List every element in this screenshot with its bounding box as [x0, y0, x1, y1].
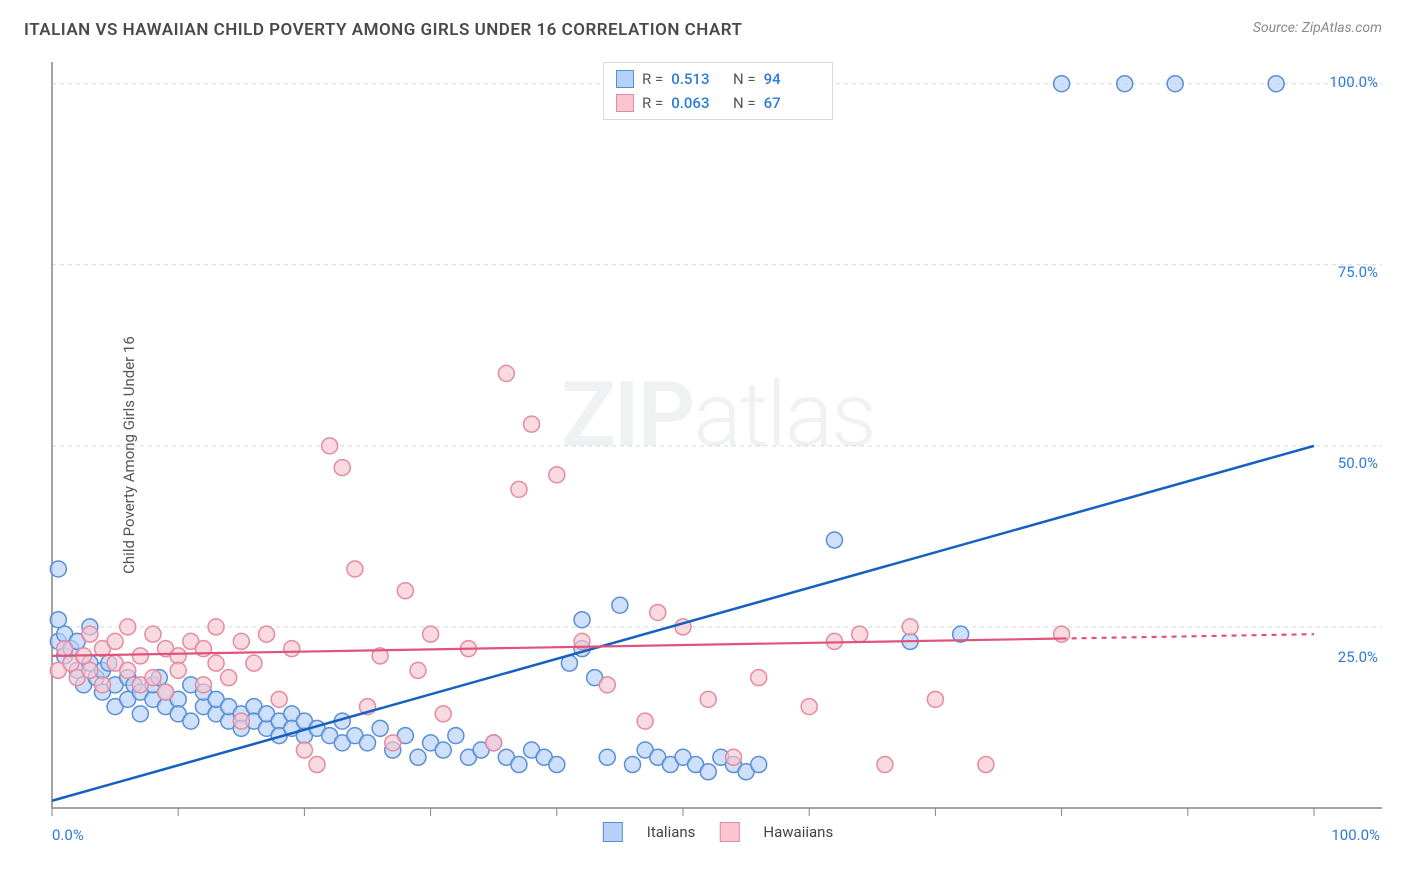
swatch-blue: [616, 70, 634, 88]
point-italians: [448, 728, 464, 744]
point-hawaiians: [725, 749, 741, 765]
point-hawaiians: [145, 670, 161, 686]
point-italians: [700, 764, 716, 780]
point-hawaiians: [927, 691, 943, 707]
point-hawaiians: [751, 670, 767, 686]
point-hawaiians: [309, 757, 325, 773]
point-hawaiians: [120, 662, 136, 678]
point-hawaiians: [524, 416, 540, 432]
point-hawaiians: [347, 561, 363, 577]
point-hawaiians: [877, 757, 893, 773]
point-hawaiians: [107, 633, 123, 649]
point-hawaiians: [158, 684, 174, 700]
point-hawaiians: [208, 655, 224, 671]
point-hawaiians: [246, 655, 262, 671]
chart-area: Child Poverty Among Girls Under 16 ZIPat…: [48, 58, 1388, 852]
stats-row-italians: R = 0.513 N = 94: [616, 67, 820, 91]
point-italians: [132, 706, 148, 722]
point-italians: [511, 757, 527, 773]
point-italians: [50, 561, 66, 577]
point-hawaiians: [498, 365, 514, 381]
point-italians: [372, 720, 388, 736]
point-hawaiians: [700, 691, 716, 707]
point-hawaiians: [423, 626, 439, 642]
point-italians: [612, 597, 628, 613]
point-hawaiians: [322, 438, 338, 454]
point-italians: [183, 713, 199, 729]
point-hawaiians: [296, 742, 312, 758]
point-hawaiians: [334, 460, 350, 476]
point-hawaiians: [978, 757, 994, 773]
point-italians: [410, 749, 426, 765]
chart-title: ITALIAN VS HAWAIIAN CHILD POVERTY AMONG …: [24, 20, 742, 40]
source-label: Source: ZipAtlas.com: [1253, 20, 1382, 36]
point-hawaiians: [82, 662, 98, 678]
point-hawaiians: [650, 604, 666, 620]
stats-row-hawaiians: R = 0.063 N = 67: [616, 91, 820, 115]
point-italians: [50, 612, 66, 628]
point-hawaiians: [170, 648, 186, 664]
series-legend: Italians Hawaiians: [603, 822, 833, 842]
point-hawaiians: [221, 670, 237, 686]
point-hawaiians: [852, 626, 868, 642]
ytick-75: 75.0%: [1338, 263, 1378, 281]
point-hawaiians: [132, 648, 148, 664]
point-italians: [1117, 76, 1133, 92]
point-hawaiians: [57, 641, 73, 657]
scatter-plot: [48, 58, 1388, 852]
point-hawaiians: [233, 713, 249, 729]
point-hawaiians: [511, 481, 527, 497]
point-hawaiians: [385, 735, 401, 751]
x-axis-min: 0.0%: [52, 826, 84, 844]
trend-hawaiians-dash: [1062, 634, 1314, 638]
point-hawaiians: [120, 619, 136, 635]
point-italians: [360, 735, 376, 751]
point-hawaiians: [208, 619, 224, 635]
point-hawaiians: [233, 633, 249, 649]
point-hawaiians: [435, 706, 451, 722]
point-hawaiians: [170, 662, 186, 678]
ytick-50: 50.0%: [1338, 454, 1378, 472]
point-italians: [826, 532, 842, 548]
point-hawaiians: [801, 699, 817, 715]
point-hawaiians: [284, 641, 300, 657]
ytick-25: 25.0%: [1338, 648, 1378, 666]
point-italians: [574, 612, 590, 628]
point-italians: [435, 742, 451, 758]
point-italians: [1167, 76, 1183, 92]
point-hawaiians: [94, 677, 110, 693]
point-italians: [1268, 76, 1284, 92]
x-axis-max: 100.0%: [1331, 826, 1380, 844]
point-italians: [599, 749, 615, 765]
legend-label-italians: Italians: [647, 823, 696, 841]
point-hawaiians: [1054, 626, 1070, 642]
trend-italians: [52, 446, 1314, 801]
point-italians: [625, 757, 641, 773]
stats-legend: R = 0.513 N = 94 R = 0.063 N = 67: [603, 62, 833, 120]
point-italians: [1054, 76, 1070, 92]
point-hawaiians: [145, 626, 161, 642]
ytick-100: 100.0%: [1329, 73, 1378, 91]
point-italians: [549, 757, 565, 773]
legend-swatch-hawaiians: [719, 822, 739, 842]
swatch-pink: [616, 94, 634, 112]
point-hawaiians: [410, 662, 426, 678]
legend-label-hawaiians: Hawaiians: [763, 823, 833, 841]
point-hawaiians: [486, 735, 502, 751]
point-italians: [751, 757, 767, 773]
point-hawaiians: [902, 619, 918, 635]
point-hawaiians: [195, 677, 211, 693]
point-hawaiians: [549, 467, 565, 483]
legend-swatch-italians: [603, 822, 623, 842]
point-hawaiians: [599, 677, 615, 693]
point-hawaiians: [259, 626, 275, 642]
point-hawaiians: [82, 626, 98, 642]
point-hawaiians: [637, 713, 653, 729]
point-hawaiians: [397, 583, 413, 599]
point-hawaiians: [271, 691, 287, 707]
